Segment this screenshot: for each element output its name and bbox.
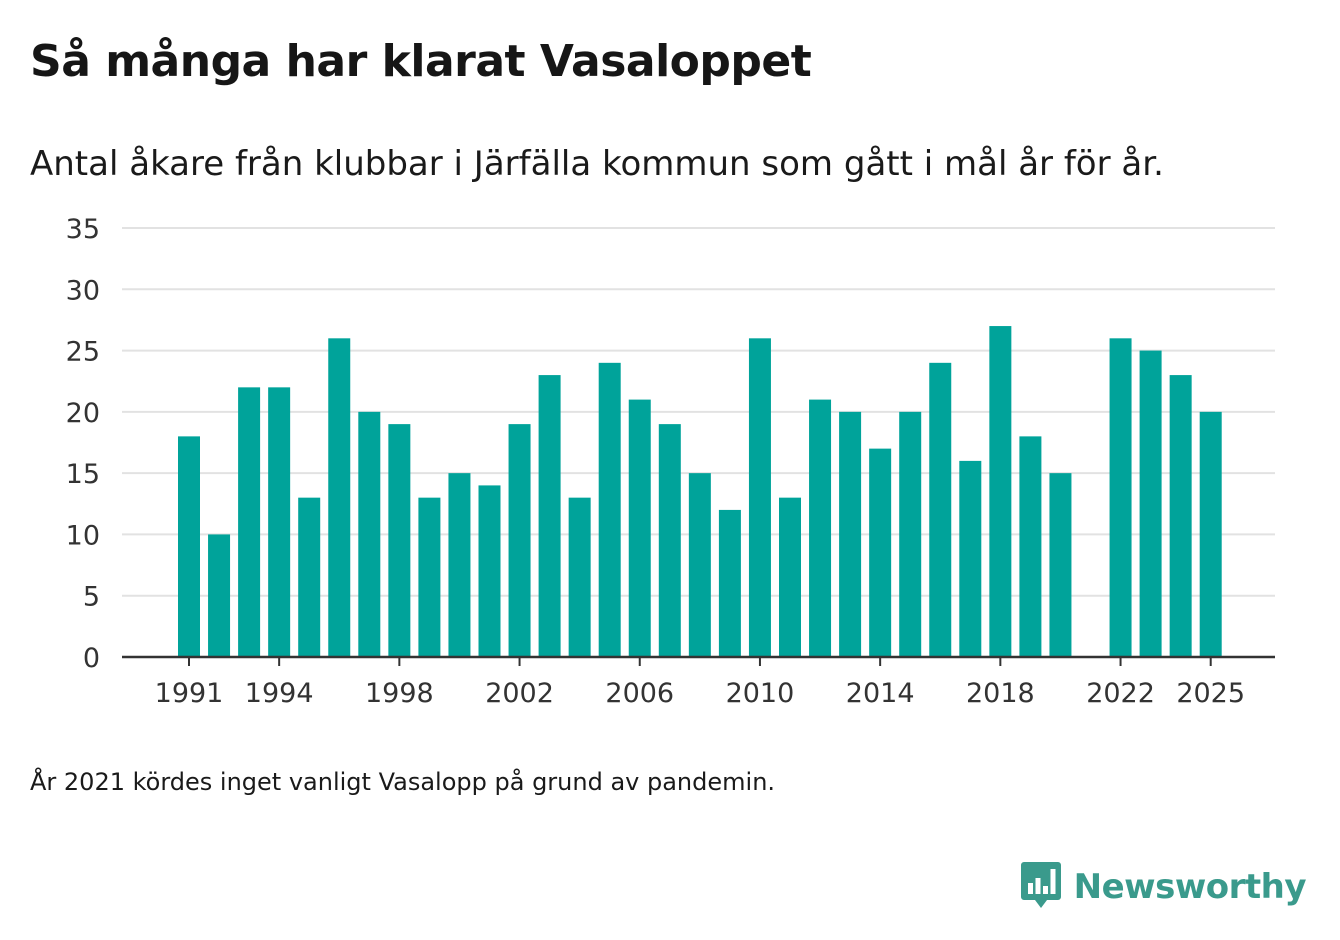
- x-tick-label: 2006: [605, 678, 674, 709]
- brand-logo[interactable]: Newsworthy: [1020, 860, 1307, 914]
- bar-1998[interactable]: [388, 424, 411, 657]
- y-tick-label: 10: [66, 520, 100, 551]
- bar-2013[interactable]: [839, 411, 862, 657]
- bar-2017[interactable]: [959, 460, 982, 657]
- bar-2019[interactable]: [1019, 436, 1042, 657]
- bar-1995[interactable]: [298, 497, 321, 657]
- x-axis-ticks: 1991 1994 1998 2002 2006 2010 2014 2018 2022 2025: [155, 657, 1245, 709]
- bar-2003[interactable]: [538, 375, 561, 657]
- x-tick-label: 2022: [1086, 678, 1155, 709]
- x-tick-label: 1991: [155, 678, 224, 709]
- newsworthy-logo-icon: [1020, 860, 1062, 914]
- bar-1996[interactable]: [328, 338, 351, 657]
- bar-2009[interactable]: [718, 509, 741, 657]
- y-tick-label: 20: [66, 398, 100, 429]
- bar-2015[interactable]: [899, 411, 922, 657]
- x-tick-label: 2010: [726, 678, 795, 709]
- bar-2004[interactable]: [568, 497, 591, 657]
- bar-2011[interactable]: [779, 497, 801, 657]
- y-tick-label: 15: [66, 459, 100, 490]
- bar-1992[interactable]: [208, 534, 231, 657]
- x-tick-label: 2002: [485, 678, 554, 709]
- brand-name: Newsworthy: [1073, 867, 1307, 907]
- bar-1997[interactable]: [358, 411, 381, 657]
- bar-2005[interactable]: [598, 362, 621, 657]
- y-tick-label: 35: [66, 214, 100, 245]
- bar-2018[interactable]: [989, 326, 1012, 657]
- x-tick-label: 2014: [846, 678, 915, 709]
- bar-1993[interactable]: [238, 387, 261, 657]
- bar-2006[interactable]: [628, 399, 651, 657]
- bar-2025[interactable]: [1199, 411, 1222, 657]
- bar-2012[interactable]: [809, 399, 832, 657]
- bar-2024[interactable]: [1169, 375, 1192, 657]
- bar-2000[interactable]: [448, 473, 471, 657]
- bar-2020[interactable]: [1049, 473, 1072, 657]
- bar-2023[interactable]: [1139, 350, 1162, 657]
- y-tick-label: 30: [66, 275, 100, 306]
- x-tick-label: 1998: [365, 678, 434, 709]
- x-tick-label: 1994: [245, 678, 314, 709]
- bar-2001[interactable]: [478, 485, 501, 657]
- bar-2016[interactable]: [929, 362, 952, 657]
- y-axis-ticks: 0 5 10 15 20 25 30 35: [66, 214, 100, 674]
- y-tick-label: 5: [83, 582, 100, 613]
- bar-2008[interactable]: [688, 473, 711, 657]
- bar-2022[interactable]: [1109, 338, 1132, 657]
- bar-2002[interactable]: [508, 424, 531, 657]
- bars: [178, 326, 1222, 657]
- chart-subtitle: Antal åkare från klubbar i Järfälla komm…: [30, 144, 1164, 184]
- bar-1999[interactable]: [418, 497, 441, 657]
- bar-1994[interactable]: [268, 387, 291, 657]
- bar-1991[interactable]: [178, 436, 200, 657]
- y-tick-label: 25: [66, 337, 100, 368]
- footnote: År 2021 kördes inget vanligt Vasalopp på…: [30, 768, 776, 796]
- bar-2010[interactable]: [748, 338, 771, 657]
- chart-title: Så många har klarat Vasaloppet: [30, 36, 812, 87]
- bar-2007[interactable]: [658, 424, 681, 657]
- x-tick-label: 2025: [1176, 678, 1245, 709]
- bar-2014[interactable]: [869, 448, 892, 657]
- y-tick-label: 0: [83, 643, 100, 674]
- x-tick-label: 2018: [966, 678, 1035, 709]
